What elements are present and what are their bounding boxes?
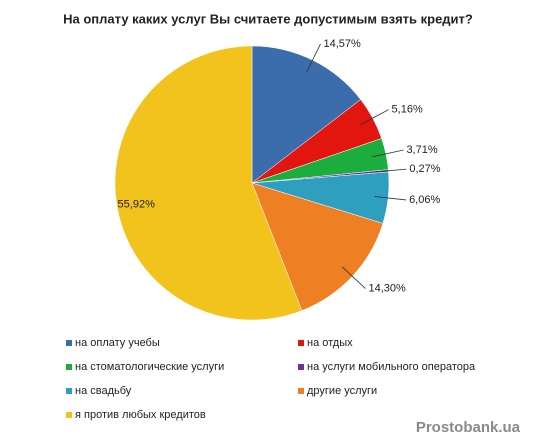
leader-line bbox=[374, 168, 407, 173]
legend-label: на стоматологические услуги bbox=[75, 361, 224, 373]
pie-slice bbox=[114, 45, 303, 321]
data-label: 14,57% bbox=[324, 38, 362, 50]
legend-swatch bbox=[66, 412, 72, 418]
data-label: 55,92% bbox=[118, 199, 156, 211]
legend-swatch bbox=[298, 388, 304, 394]
data-label: 0,27% bbox=[409, 163, 440, 175]
legend-swatch bbox=[298, 340, 304, 346]
legend-swatch bbox=[66, 388, 72, 394]
leader-line bbox=[342, 266, 366, 289]
legend-label: на услуги мобильного оператора bbox=[307, 361, 476, 373]
leader-line bbox=[306, 43, 321, 73]
legend-label: другие услуги bbox=[307, 385, 377, 397]
legend-label: я против любых кредитов bbox=[75, 409, 206, 421]
watermark: Prostobank.ua bbox=[416, 419, 521, 436]
legend-label: на свадьбу bbox=[75, 385, 132, 397]
legend-swatch bbox=[66, 340, 72, 346]
data-label: 6,06% bbox=[409, 194, 440, 206]
legend-swatch bbox=[66, 364, 72, 370]
leader-line bbox=[360, 109, 389, 125]
legend-label: на оплату учебы bbox=[75, 337, 160, 349]
chart-title: На оплату каких услуг Вы считаете допуст… bbox=[63, 11, 473, 26]
legend-label: на отдых bbox=[307, 337, 353, 349]
leader-line bbox=[372, 149, 404, 158]
leader-line bbox=[374, 196, 407, 201]
data-label: 3,71% bbox=[406, 144, 437, 156]
data-label: 14,30% bbox=[368, 282, 406, 294]
legend-swatch bbox=[298, 364, 304, 370]
data-label: 5,16% bbox=[392, 104, 423, 116]
